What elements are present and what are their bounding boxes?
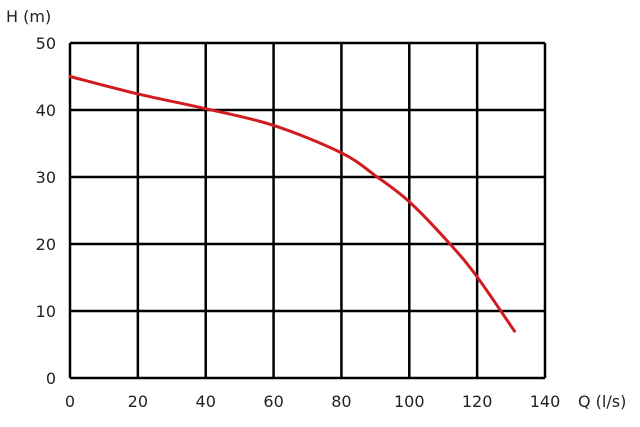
y-tick-label: 50 bbox=[36, 34, 56, 53]
x-tick-label: 0 bbox=[65, 392, 75, 411]
x-tick-label: 100 bbox=[394, 392, 425, 411]
x-tick-label: 80 bbox=[331, 392, 351, 411]
y-tick-label: 30 bbox=[36, 168, 56, 187]
x-tick-label: 40 bbox=[196, 392, 216, 411]
x-tick-label: 20 bbox=[128, 392, 148, 411]
y-tick-label: 10 bbox=[36, 302, 56, 321]
y-axis-label: H (m) bbox=[6, 7, 51, 26]
series-layer bbox=[68, 75, 516, 333]
x-tick-labels: 0 20 40 60 80 100 120 140 bbox=[65, 392, 560, 411]
series-line bbox=[68, 75, 516, 333]
x-axis-label: Q (l/s) bbox=[578, 392, 626, 411]
grid bbox=[68, 41, 547, 380]
x-tick-label: 140 bbox=[530, 392, 561, 411]
y-tick-label: 0 bbox=[46, 369, 56, 388]
x-tick-label: 60 bbox=[263, 392, 283, 411]
y-tick-label: 40 bbox=[36, 101, 56, 120]
x-tick-label: 120 bbox=[462, 392, 493, 411]
y-tick-labels: 0 10 20 30 40 50 bbox=[36, 34, 56, 388]
y-tick-label: 20 bbox=[36, 235, 56, 254]
